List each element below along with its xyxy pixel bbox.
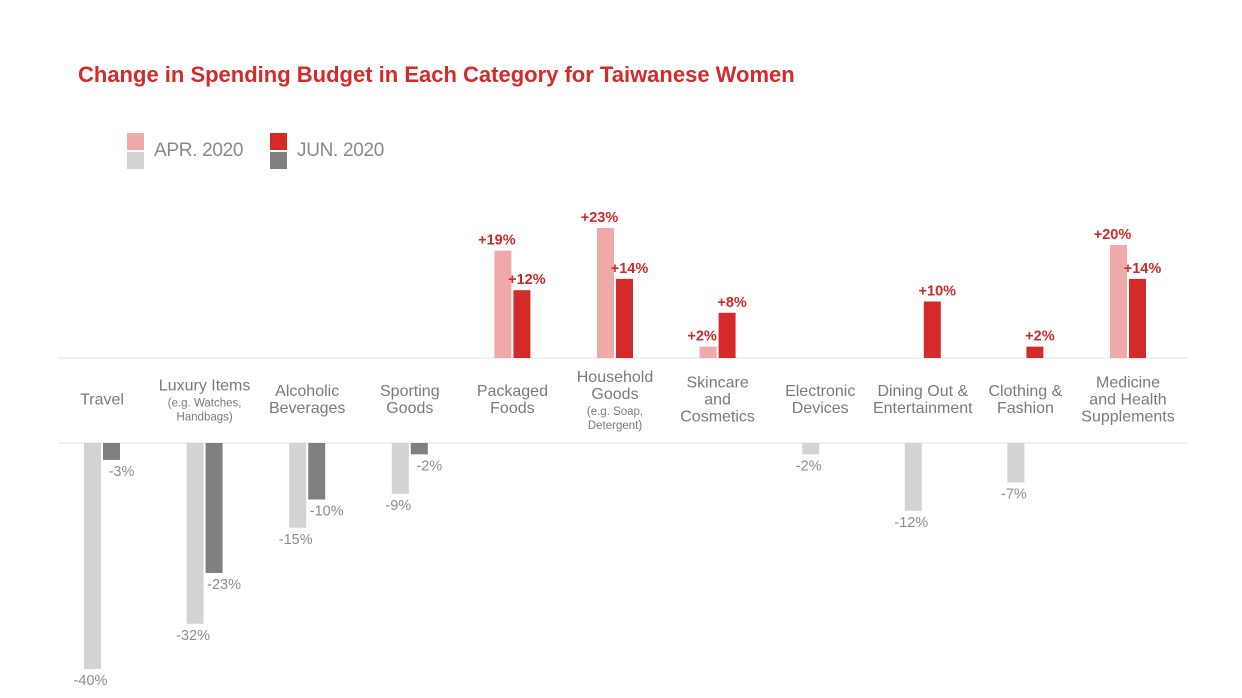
value-label-apr-packaged-foods: +19% [478, 233, 516, 249]
value-label-apr-electronic-devices: -2% [796, 458, 822, 474]
category-label-packaged-foods: Packaged [477, 383, 548, 400]
category-label-dining-out-entertainment: Entertainment [873, 400, 973, 417]
bar-jun-skincare-and-cosmetics [718, 312, 736, 358]
category-label-clothing-fashion: Fashion [997, 400, 1054, 417]
bar-apr-sporting-goods [391, 443, 409, 494]
bar-jun-medicine-and-health-supplements [1129, 278, 1146, 358]
category-sublabel-luxury-items: (e.g. Watches, [168, 398, 242, 410]
category-label-household-goods: Household [577, 369, 654, 386]
category-label-packaged-foods: Foods [490, 400, 534, 417]
value-label-apr-alcoholic-beverages: -15% [279, 532, 313, 548]
value-label-jun-clothing-fashion: +2% [1025, 329, 1055, 345]
bar-jun-packaged-foods [513, 290, 531, 358]
bar-jun-household-goods [616, 278, 633, 358]
value-label-jun-packaged-foods: +12% [508, 272, 546, 288]
category-label-skincare-and-cosmetics: Skincare [686, 375, 748, 392]
bar-apr-medicine-and-health-supplements [1110, 245, 1127, 358]
bar-jun-travel [103, 443, 120, 460]
chart-title: Change in Spending Budget in Each Catego… [78, 62, 795, 87]
legend-swatch-apr-negative [127, 152, 144, 169]
category-label-sporting-goods: Goods [386, 400, 433, 417]
category-label-household-goods: Goods [591, 386, 638, 403]
category-label-medicine-and-health-supplements: and Health [1089, 392, 1166, 409]
category-label-clothing-fashion: Clothing & [988, 383, 1062, 400]
bar-apr-alcoholic-beverages [289, 443, 307, 528]
bar-apr-dining-out-entertainment [904, 443, 922, 511]
value-label-apr-skincare-and-cosmetics: +2% [687, 329, 717, 345]
value-label-jun-sporting-goods: -2% [416, 458, 442, 474]
bar-apr-luxury-items [186, 443, 204, 624]
category-sublabel-household-goods: (e.g. Soap, [587, 406, 643, 418]
category-label-electronic-devices: Devices [792, 400, 849, 417]
bar-apr-packaged-foods [494, 250, 512, 358]
bar-jun-luxury-items [205, 443, 223, 573]
legend-swatch-jun-negative [270, 152, 287, 169]
value-label-jun-household-goods: +14% [611, 261, 649, 277]
bar-apr-skincare-and-cosmetics [699, 346, 717, 358]
bar-apr-travel [84, 443, 101, 669]
category-label-dining-out-entertainment: Dining Out & [877, 383, 968, 400]
category-label-sporting-goods: Sporting [380, 383, 440, 400]
value-label-apr-household-goods: +23% [581, 210, 619, 226]
legend-swatch-apr-positive [127, 133, 144, 150]
value-label-jun-luxury-items: -23% [207, 577, 241, 593]
value-label-jun-travel: -3% [109, 464, 135, 480]
category-label-electronic-devices: Electronic [785, 383, 855, 400]
bar-apr-electronic-devices [802, 443, 820, 455]
value-label-apr-clothing-fashion: -7% [1001, 487, 1027, 503]
value-label-apr-travel: -40% [74, 673, 108, 689]
legend-label-jun-2020: JUN. 2020 [297, 140, 385, 161]
bar-jun-clothing-fashion [1026, 346, 1044, 358]
bar-apr-household-goods [597, 228, 614, 358]
value-label-apr-luxury-items: -32% [176, 628, 210, 644]
category-label-alcoholic-beverages: Alcoholic [275, 383, 339, 400]
category-label-medicine-and-health-supplements: Medicine [1096, 375, 1160, 392]
category-label-luxury-items: Luxury Items [159, 378, 251, 395]
bar-jun-dining-out-entertainment [923, 301, 941, 358]
category-sublabel-luxury-items: Handbags) [176, 412, 232, 424]
value-label-jun-dining-out-entertainment: +10% [919, 284, 957, 300]
category-label-travel: Travel [80, 392, 124, 409]
legend-swatch-jun-positive [270, 133, 287, 150]
category-label-medicine-and-health-supplements: Supplements [1081, 409, 1174, 426]
category-label-alcoholic-beverages: Beverages [269, 400, 346, 417]
legend-label-apr-2020: APR. 2020 [154, 140, 244, 161]
bar-jun-sporting-goods [410, 443, 428, 455]
value-label-apr-dining-out-entertainment: -12% [894, 515, 928, 531]
value-label-jun-alcoholic-beverages: -10% [310, 504, 344, 520]
bar-apr-clothing-fashion [1007, 443, 1025, 483]
bar-jun-alcoholic-beverages [308, 443, 326, 500]
category-label-skincare-and-cosmetics: and [704, 392, 731, 409]
value-label-jun-skincare-and-cosmetics: +8% [717, 295, 747, 311]
category-label-skincare-and-cosmetics: Cosmetics [680, 409, 755, 426]
category-sublabel-household-goods: Detergent) [588, 420, 643, 432]
value-label-apr-medicine-and-health-supplements: +20% [1094, 227, 1132, 243]
value-label-jun-medicine-and-health-supplements: +14% [1124, 261, 1162, 277]
value-label-apr-sporting-goods: -9% [385, 498, 411, 514]
